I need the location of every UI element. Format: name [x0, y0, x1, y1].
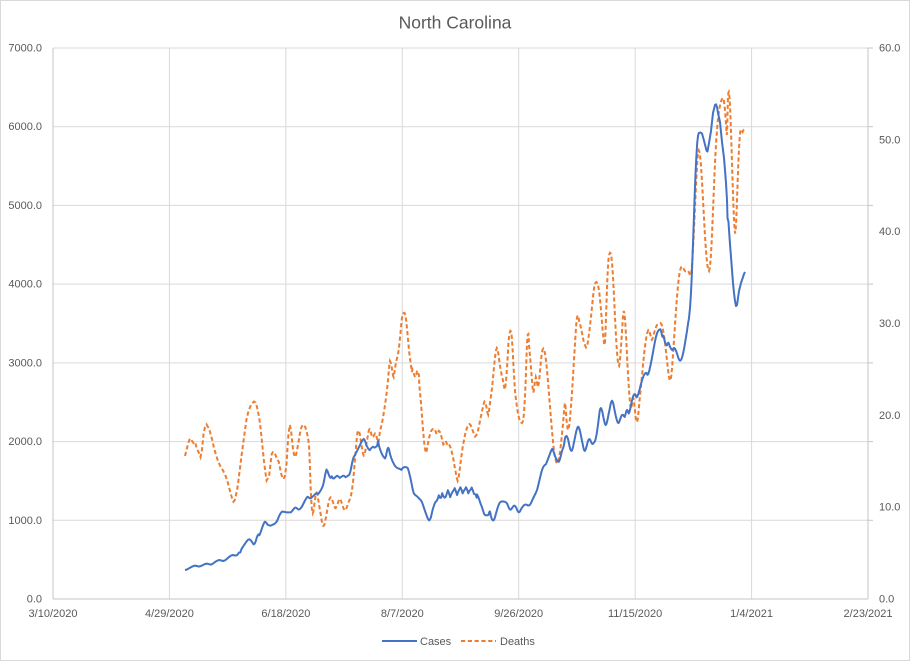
- svg-text:10.0: 10.0: [879, 502, 900, 514]
- svg-text:North Carolina: North Carolina: [399, 13, 512, 33]
- svg-text:6000.0: 6000.0: [8, 121, 42, 133]
- svg-text:4/29/2020: 4/29/2020: [145, 608, 194, 620]
- svg-text:Deaths: Deaths: [500, 636, 535, 648]
- svg-text:1000.0: 1000.0: [8, 515, 42, 527]
- svg-text:30.0: 30.0: [879, 318, 900, 330]
- svg-text:3000.0: 3000.0: [8, 357, 42, 369]
- svg-text:60.0: 60.0: [879, 43, 900, 55]
- svg-text:9/26/2020: 9/26/2020: [494, 608, 543, 620]
- svg-text:6/18/2020: 6/18/2020: [261, 608, 310, 620]
- svg-text:4000.0: 4000.0: [8, 279, 42, 291]
- svg-text:7000.0: 7000.0: [8, 43, 42, 55]
- svg-text:3/10/2020: 3/10/2020: [29, 608, 78, 620]
- svg-text:8/7/2020: 8/7/2020: [381, 608, 424, 620]
- svg-text:11/15/2020: 11/15/2020: [608, 608, 662, 620]
- svg-text:5000.0: 5000.0: [8, 200, 42, 212]
- svg-text:1/4/2021: 1/4/2021: [730, 608, 773, 620]
- svg-text:Cases: Cases: [420, 636, 452, 648]
- svg-text:2000.0: 2000.0: [8, 436, 42, 448]
- svg-text:0.0: 0.0: [27, 594, 42, 606]
- svg-text:20.0: 20.0: [879, 410, 900, 422]
- svg-text:2/23/2021: 2/23/2021: [844, 608, 893, 620]
- svg-text:50.0: 50.0: [879, 134, 900, 146]
- svg-text:0.0: 0.0: [879, 594, 894, 606]
- svg-text:40.0: 40.0: [879, 226, 900, 238]
